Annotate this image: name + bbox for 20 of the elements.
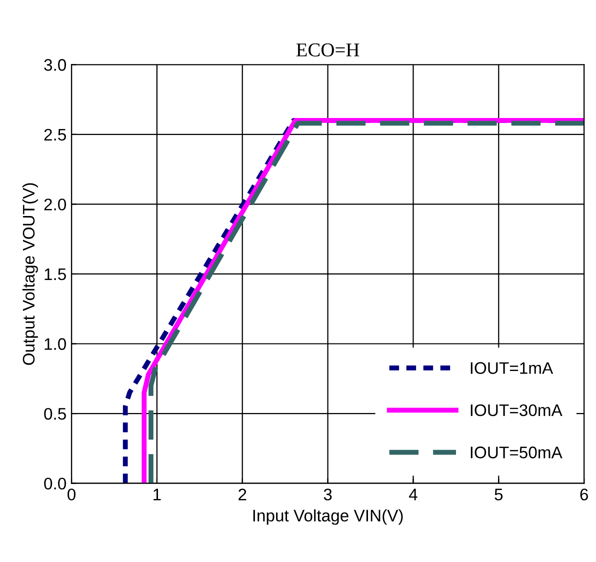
x-tick-label: 0 (68, 488, 76, 500)
y-tick-label: 2.5 (44, 128, 66, 141)
x-tick-label: 2 (238, 488, 246, 500)
y-tick-label: 2.0 (44, 198, 66, 210)
x-tick-label: 5 (494, 488, 503, 500)
x-tick-label: 1 (154, 488, 161, 500)
legend-label: IOUT=50mA (470, 446, 562, 458)
y-tick-label: 3.0 (44, 59, 66, 71)
x-tick-label: 6 (580, 488, 588, 500)
legend-label: IOUT=1mA (470, 362, 554, 374)
legend-label: IOUT=30mA (470, 404, 562, 416)
y-tick-label: 1.0 (44, 338, 66, 350)
y-tick-label: 0.5 (44, 408, 66, 420)
y-tick-label: 0.0 (44, 478, 66, 490)
x-tick-label: 4 (408, 488, 418, 500)
chart-title: ECO=H (296, 43, 360, 56)
x-axis-title: Input Voltage VIN(V) (253, 509, 403, 525)
x-tick-label: 3 (324, 488, 332, 500)
y-tick-label: 1.5 (44, 268, 66, 280)
y-axis-title: Output Voltage VOUT(V) (22, 183, 38, 365)
